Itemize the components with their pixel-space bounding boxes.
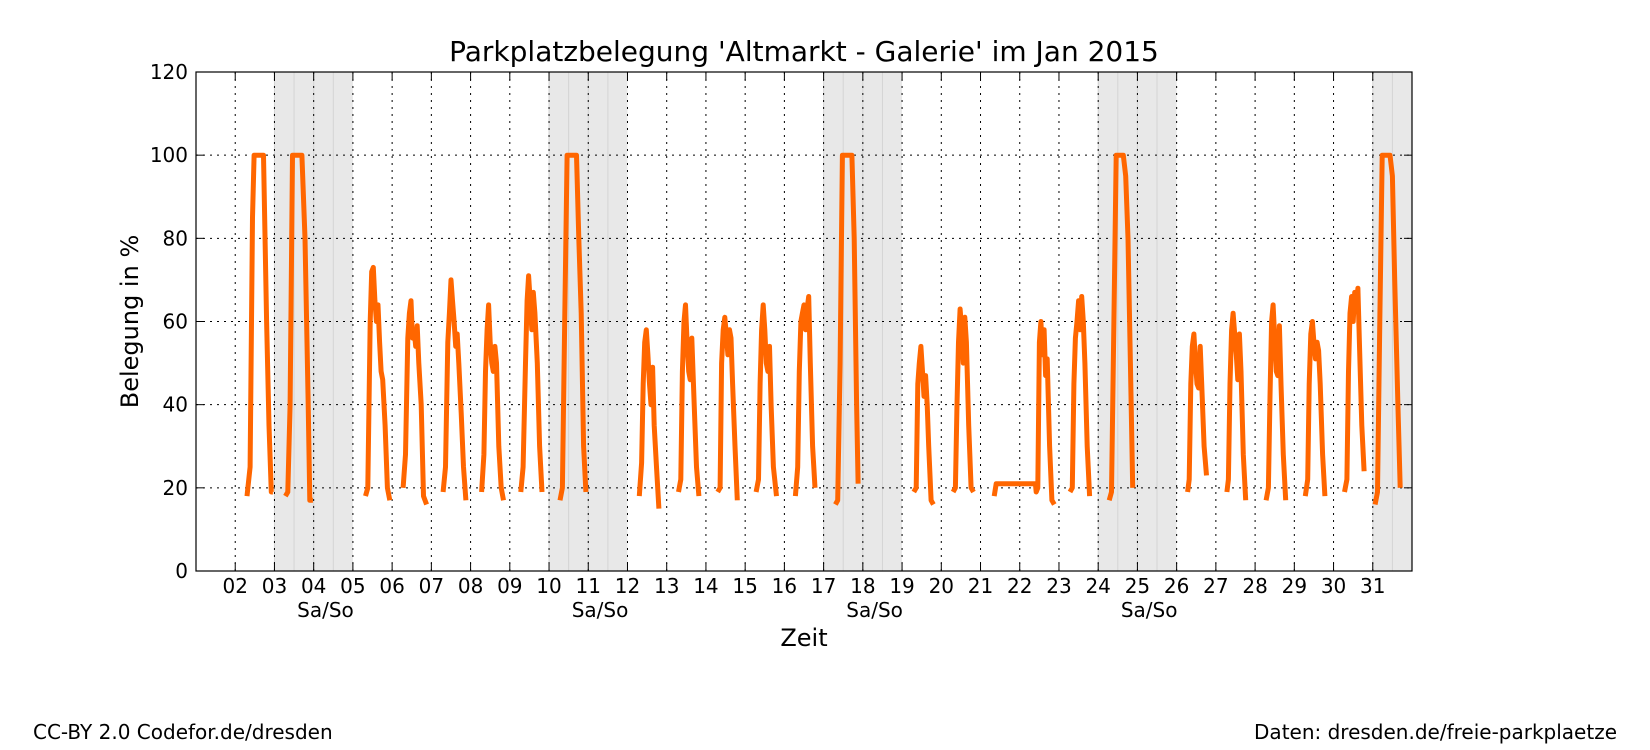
- series-line-segment: [1302, 319, 1328, 497]
- y-tick-label: 100: [150, 143, 188, 167]
- weekend-label: Sa/So: [572, 598, 629, 622]
- x-tick-label: 23: [1046, 574, 1071, 598]
- series-line-segment: [1263, 302, 1289, 501]
- x-tick-label: 28: [1242, 574, 1267, 598]
- series-line-segment: [636, 327, 662, 509]
- license-credit: CC-BY 2.0 Codefor.de/dresden: [33, 720, 333, 744]
- x-tick-label: 29: [1282, 574, 1307, 598]
- x-tick-label: 27: [1203, 574, 1228, 598]
- series-line-segment: [833, 152, 861, 506]
- x-tick-label: 07: [419, 574, 444, 598]
- series-line-segment: [400, 298, 429, 506]
- x-tick-label: 25: [1125, 574, 1150, 598]
- x-tick-label: 15: [732, 574, 757, 598]
- series-line-segment: [753, 302, 779, 497]
- weekend-label: Sa/So: [1121, 598, 1178, 622]
- series-line-segment: [440, 277, 469, 501]
- y-tick-label: 20: [163, 476, 188, 500]
- x-tick-label: 18: [850, 574, 875, 598]
- y-tick-label: 80: [163, 226, 188, 250]
- series-line-segment: [792, 294, 818, 497]
- x-tick-label: 02: [222, 574, 247, 598]
- y-axis-ticks: 0 20 40 60 80 100 120: [150, 60, 1412, 583]
- series-line-segment: [363, 264, 393, 501]
- weekend-label: Sa/So: [846, 598, 903, 622]
- series-line-segment: [715, 314, 740, 501]
- y-tick-label: 40: [163, 393, 188, 417]
- x-tick-label: 13: [654, 574, 679, 598]
- x-tick-label: 24: [1085, 574, 1110, 598]
- y-tick-label: 60: [163, 310, 188, 334]
- series-line-segment: [1342, 285, 1367, 493]
- series-line-segment: [1067, 294, 1093, 497]
- y-axis-label: Belegung in %: [116, 235, 144, 409]
- series-line-layer: [244, 152, 1403, 509]
- x-tick-label: 12: [615, 574, 640, 598]
- series-line-segment: [479, 302, 506, 501]
- x-tick-label: 09: [497, 574, 522, 598]
- weekend-label: Sa/So: [297, 598, 354, 622]
- x-tick-label: 06: [379, 574, 404, 598]
- y-tick-label: 0: [175, 559, 188, 583]
- series-line-segment: [991, 319, 1057, 506]
- series-line-segment: [557, 152, 589, 501]
- x-tick-label: 05: [340, 574, 365, 598]
- series-line-segment: [1224, 310, 1249, 501]
- series-line-segment: [1372, 152, 1403, 505]
- series-line-segment: [1185, 331, 1209, 493]
- x-tick-label: 30: [1321, 574, 1346, 598]
- series-line-segment: [283, 152, 313, 503]
- chart-title: Parkplatzbelegung 'Altmarkt - Galerie' i…: [449, 35, 1159, 68]
- x-tick-label: 14: [693, 574, 718, 598]
- x-axis-ticks: 02 03 04 05 06 07 08 09 10 11 12 13 14 15 16 17 18 19 20 21…: [222, 72, 1386, 598]
- x-tick-label: 16: [772, 574, 797, 598]
- x-tick-label: 03: [262, 574, 287, 598]
- x-tick-label: 04: [301, 574, 326, 598]
- series-line-segment: [518, 273, 545, 493]
- x-tick-label: 19: [889, 574, 914, 598]
- x-tick-label: 26: [1164, 574, 1189, 598]
- x-tick-label: 22: [1007, 574, 1032, 598]
- x-tick-label: 21: [968, 574, 993, 598]
- x-axis-label: Zeit: [780, 624, 827, 652]
- series-line-segment: [950, 306, 976, 494]
- x-tick-label: 10: [536, 574, 561, 598]
- y-tick-label: 120: [150, 60, 188, 84]
- x-tick-label: 08: [458, 574, 483, 598]
- x-tick-label: 20: [929, 574, 954, 598]
- series-line-segment: [676, 302, 702, 497]
- series-line-segment: [244, 152, 274, 497]
- x-tick-label: 31: [1360, 574, 1385, 598]
- x-tick-label: 11: [576, 574, 601, 598]
- series-line-segment: [911, 343, 936, 506]
- series-line-segment: [1106, 152, 1136, 501]
- data-source-credit: Daten: dresden.de/freie-parkplaetze: [1254, 720, 1617, 744]
- x-tick-label: 17: [811, 574, 836, 598]
